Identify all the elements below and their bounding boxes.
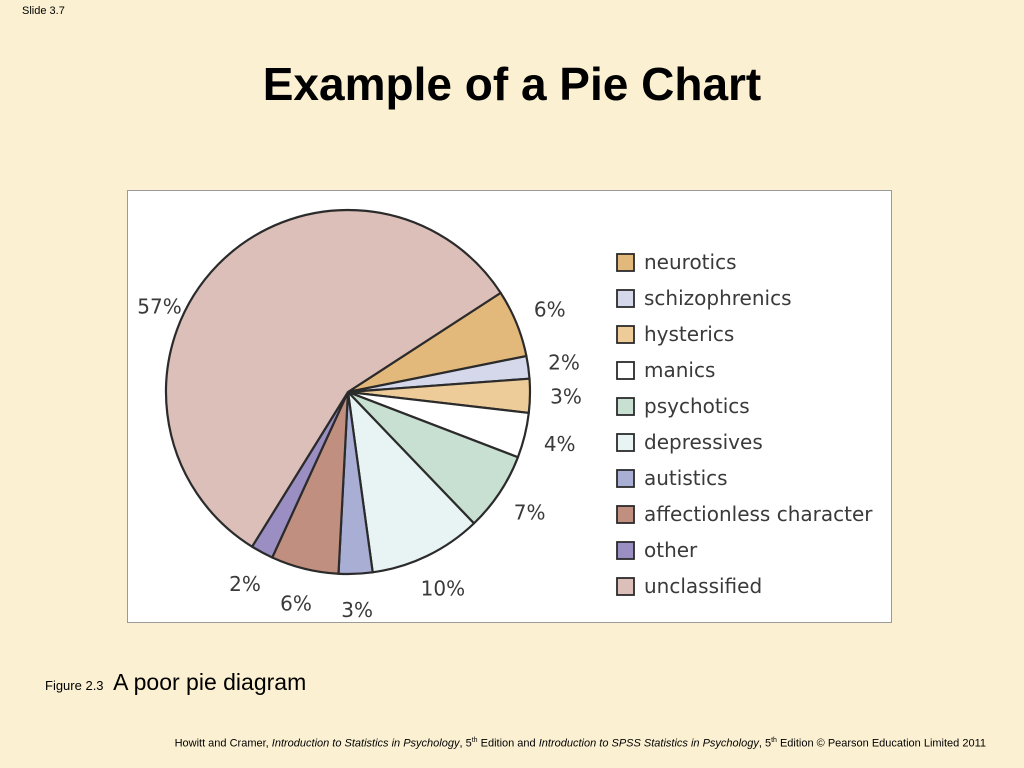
legend-swatch-manics: [616, 361, 635, 380]
slide-number: Slide 3.7: [22, 5, 65, 17]
footer-authors: Howitt and Cramer,: [174, 737, 272, 750]
legend-label-depressives: depressives: [644, 430, 763, 454]
legend-label-schizophrenics: schizophrenics: [644, 286, 792, 310]
pie-chart: 6% 2% 3% 4% 7% 10% 3% 6% 2% 57% neurotics schizoph…: [137, 208, 873, 622]
slide-title: Example of a Pie Chart: [262, 58, 762, 110]
footer-edition-2-sup: th: [771, 737, 777, 744]
footer-book-2: Introduction to SPSS Statistics in Psych…: [538, 737, 759, 750]
legend-label-affectionless-character: affectionless character: [644, 502, 873, 526]
pct-label-neurotics: 6%: [534, 298, 566, 322]
percentage-labels: 6% 2% 3% 4% 7% 10% 3% 6% 2% 57%: [137, 295, 582, 622]
pie-slice-depressives: [346, 390, 476, 574]
pct-label-manics: 4%: [544, 432, 576, 456]
figure-title: A poor pie diagram: [113, 669, 307, 695]
figure-label: Figure 2.3: [45, 678, 104, 693]
pct-label-affectionless-character: 6%: [280, 592, 312, 616]
figure-caption: Figure 2.3 A poor pie diagram: [45, 669, 306, 696]
legend-swatch-psychotics: [616, 397, 635, 416]
legend: neurotics schizophrenics hysterics manics ps…: [616, 250, 873, 598]
footer-edition-1: , 5: [459, 737, 472, 750]
legend-swatch-depressives: [616, 433, 635, 452]
pct-label-autistics: 3%: [341, 598, 373, 622]
pct-label-schizophrenics: 2%: [548, 350, 580, 374]
legend-label-hysterics: hysterics: [644, 322, 734, 346]
footer-edition-1-sup: th: [471, 737, 478, 744]
legend-swatch-neurotics: [616, 253, 635, 272]
footer-edition-1-post: Edition and: [477, 737, 539, 750]
footer-edition-2-post: Edition © Pearson Education Limited 2011: [776, 737, 986, 750]
pct-label-hysterics: 3%: [550, 385, 582, 409]
legend-swatch-affectionless-character: [616, 505, 635, 524]
legend-label-autistics: autistics: [644, 466, 728, 490]
pie-slices: [164, 208, 532, 576]
pct-label-other: 2%: [229, 572, 261, 596]
legend-label-neurotics: neurotics: [644, 250, 737, 274]
footer-edition-2: , 5: [758, 737, 772, 750]
pct-label-psychotics: 7%: [514, 501, 546, 525]
legend-label-manics: manics: [644, 358, 715, 382]
legend-swatch-schizophrenics: [616, 289, 635, 308]
pct-label-unclassified: 57%: [137, 295, 181, 319]
legend-label-psychotics: psychotics: [644, 394, 750, 418]
legend-swatch-unclassified: [616, 577, 635, 596]
pie-chart-figure: 6% 2% 3% 4% 7% 10% 3% 6% 2% 57% neurotics schizoph…: [127, 190, 892, 623]
legend-label-other: other: [644, 538, 698, 562]
legend-swatch-autistics: [616, 469, 635, 488]
pie-slice-unclassified: [164, 208, 502, 548]
footer-book-1: Introduction to Statistics in Psychology: [271, 737, 460, 750]
legend-swatch-hysterics: [616, 325, 635, 344]
footer-credit: Howitt and Cramer, Introduction to Stati…: [175, 737, 986, 750]
legend-swatch-other: [616, 541, 635, 560]
pct-label-depressives: 10%: [421, 576, 465, 600]
legend-label-unclassified: unclassified: [644, 574, 762, 598]
